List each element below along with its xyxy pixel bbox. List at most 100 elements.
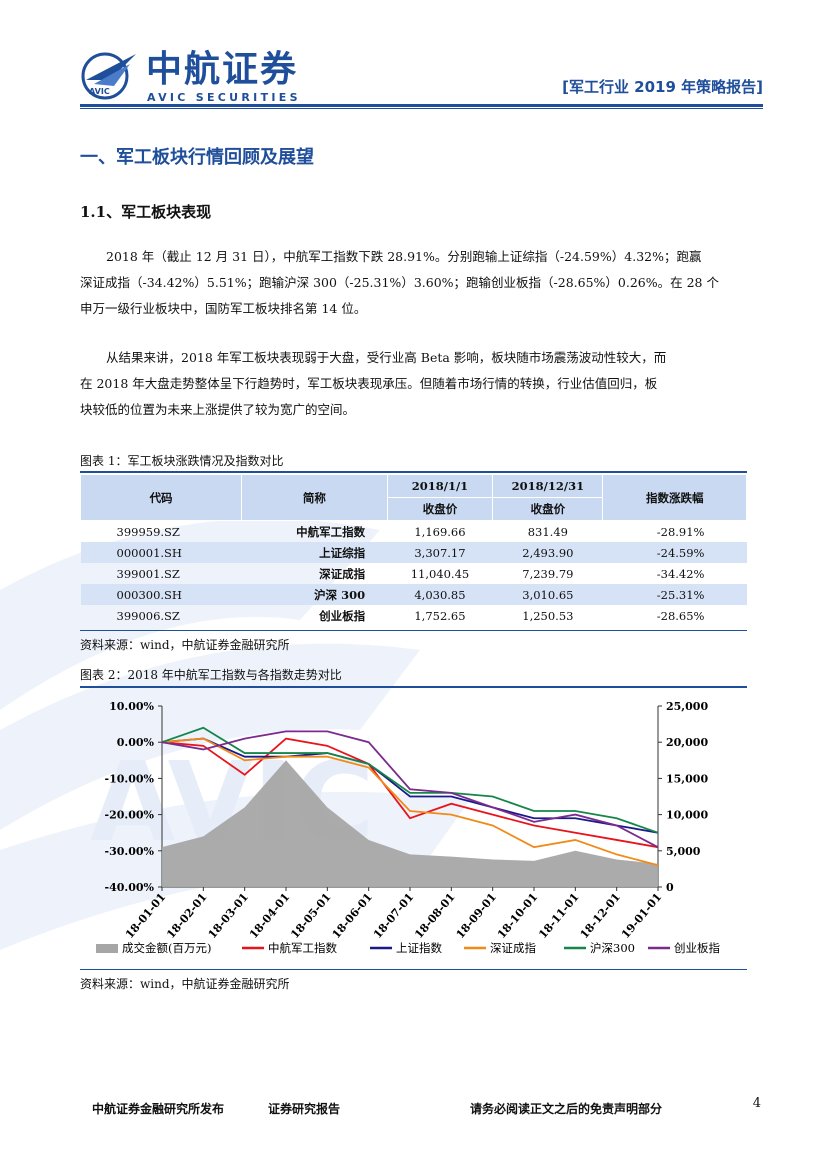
header-change: 指数涨跌幅: [602, 474, 747, 521]
legend-label: 上证指数: [396, 941, 442, 955]
x-tick-label: 18-09-01: [454, 891, 499, 942]
cell-code: 000300.SH: [80, 584, 242, 605]
table-source: 资料来源：wind，中航证券金融研究所: [80, 638, 290, 652]
figure-source: 资料来源：wind，中航证券金融研究所: [80, 977, 290, 991]
header-close1: 收盘价: [386, 497, 494, 521]
footer-disclaimer: 请务必阅读正文之后的免责声明部分: [470, 1102, 663, 1116]
x-tick-label: 18-03-01: [206, 891, 251, 942]
cell-change: -28.65%: [656, 608, 705, 623]
header-close2: 收盘价: [492, 497, 604, 521]
header-rule: [80, 104, 763, 107]
avic-logo-icon: AVIC: [81, 52, 136, 100]
table-row: 399001.SZ 深证成指 11,040.45 7,239.79 -34.42…: [81, 563, 747, 584]
x-tick-label: 18-07-01: [371, 891, 416, 942]
y-right-tick-label: 10,000: [666, 809, 708, 822]
cell-name: 上证综指: [241, 542, 388, 563]
logo-english: AVIC SECURITIES: [147, 91, 301, 104]
x-tick-label: 18-05-01: [288, 891, 333, 942]
footer-report-type: 证券研究报告: [268, 1102, 341, 1116]
x-tick-label: 18-02-01: [164, 891, 209, 942]
series-area-volume: [162, 760, 658, 887]
header-code: 代码: [79, 474, 243, 521]
svg-text:AVIC: AVIC: [89, 87, 110, 96]
cell-close2: 7,239.79: [522, 566, 574, 581]
cell-name: 深证成指: [319, 566, 366, 581]
cell-change: -24.59%: [602, 542, 747, 563]
cell-code: 399959.SZ: [116, 524, 180, 539]
cell-close2: 2,493.90: [492, 542, 603, 563]
legend-label: 沪深300: [590, 941, 635, 955]
cell-code: 399006.SZ: [116, 608, 180, 623]
series-line-2: [161, 737, 659, 834]
table-row: 399959.SZ 中航军工指数 1,169.66 831.49 -28.91%: [81, 521, 747, 543]
logo-chinese: 中航证券: [146, 49, 299, 90]
header-date2: 2018/12/31: [492, 474, 604, 498]
header-name: 简称: [241, 474, 388, 521]
cell-close1: 1,169.66: [414, 524, 466, 539]
legend-label: 创业板指: [674, 941, 720, 955]
section-heading: 一、军工板块行情回顾及展望: [80, 147, 314, 168]
cell-close1: 4,030.85: [387, 584, 493, 605]
table-caption: 图表 1：军工板块涨跌情况及指数对比: [80, 454, 284, 468]
y-left-tick-label: 10.00%: [109, 700, 154, 713]
figure-bottom-rule: [80, 969, 747, 970]
legend-label: 中航军工指数: [268, 941, 337, 955]
y-left-tick-label: -10.00%: [105, 772, 155, 785]
index-comparison-table: 代码 简称 2018/1/1 2018/12/31 指数涨跌幅 收盘价 收盘价 …: [79, 474, 747, 626]
cell-name: 沪深 300: [241, 584, 388, 605]
report-title: [军工行业 2019 年策略报告]: [562, 78, 763, 96]
y-right-tick-label: 0: [666, 881, 674, 894]
series-line-3: [161, 737, 659, 867]
x-tick-label: 18-11-01: [536, 891, 581, 942]
cell-close1: 11,040.45: [410, 566, 470, 581]
cell-close1: 1,752.65: [414, 608, 466, 623]
y-right-tick-label: 15,000: [666, 772, 708, 785]
x-tick-label: 18-12-01: [578, 891, 623, 942]
figure-caption: 图表 2：2018 年中航军工指数与各指数走势对比: [80, 668, 342, 682]
series-line-5: [161, 730, 659, 848]
paragraph-2: 从结果来讲，2018 年军工板块表现弱于大盘，受行业高 Beta 影响，板块随市…: [80, 350, 667, 417]
cell-change: -25.31%: [602, 584, 747, 605]
cell-close2: 831.49: [527, 524, 568, 539]
x-tick-label: 18-10-01: [495, 891, 540, 942]
table-bottom-rule: [80, 630, 747, 631]
y-right-tick-label: 5,000: [666, 845, 701, 858]
header-date1: 2018/1/1: [386, 474, 494, 498]
table-row: 399006.SZ 创业板指 1,752.65 1,250.53 -28.65%: [81, 605, 747, 626]
header-rule-thin: [80, 108, 763, 109]
cell-code: 399001.SZ: [116, 566, 180, 581]
x-tick-label: 19-01-01: [619, 891, 664, 942]
y-left-tick-label: 0.00%: [117, 736, 155, 749]
x-tick-label: 18-06-01: [330, 891, 375, 942]
cell-name: 中航军工指数: [296, 524, 366, 539]
figure-caption-rule: [80, 686, 747, 688]
x-tick-label: 18-04-01: [247, 891, 292, 942]
page-number: 4: [752, 1096, 761, 1111]
subsection-heading: 1.1、军工板块表现: [80, 203, 212, 221]
cell-code: 000001.SH: [80, 542, 242, 563]
paragraph-1: 2018 年（截止 12 月 31 日），中航军工指数下跌 28.91%。分别跑…: [80, 249, 719, 316]
x-tick-label: 18-08-01: [412, 891, 457, 942]
legend-label: 深证成指: [490, 941, 536, 955]
legend-label: 成交金额(百万元): [122, 941, 211, 955]
cell-close1: 3,307.17: [387, 542, 493, 563]
cell-change: -34.42%: [656, 566, 705, 581]
cell-change: -28.91%: [656, 524, 705, 539]
y-left-tick-label: -20.00%: [105, 809, 155, 822]
y-right-tick-label: 20,000: [666, 736, 708, 749]
table-row: 000001.SH 上证综指 3,307.17 2,493.90 -24.59%: [80, 542, 747, 563]
table-caption-rule: [80, 471, 747, 473]
legend-swatch: [96, 944, 118, 953]
index-trend-chart: 10.00% 0.00% -10.00% -20.00% -30.00% -40.00% 2…: [96, 700, 720, 955]
table-row: 000300.SH 沪深 300 4,030.85 3,010.65 -25.3…: [80, 584, 747, 605]
x-tick-label: 18-01-01: [123, 891, 168, 942]
cell-name: 创业板指: [319, 608, 366, 623]
y-right-tick-label: 25,000: [666, 700, 708, 713]
cell-close2: 3,010.65: [492, 584, 603, 605]
series-line-1: [161, 737, 659, 849]
y-left-tick-label: -40.00%: [105, 881, 155, 894]
series-line-4: [161, 726, 659, 834]
y-left-tick-label: -30.00%: [105, 845, 155, 858]
footer-publisher: 中航证券金融研究所发布: [92, 1102, 225, 1116]
cell-close2: 1,250.53: [522, 608, 574, 623]
